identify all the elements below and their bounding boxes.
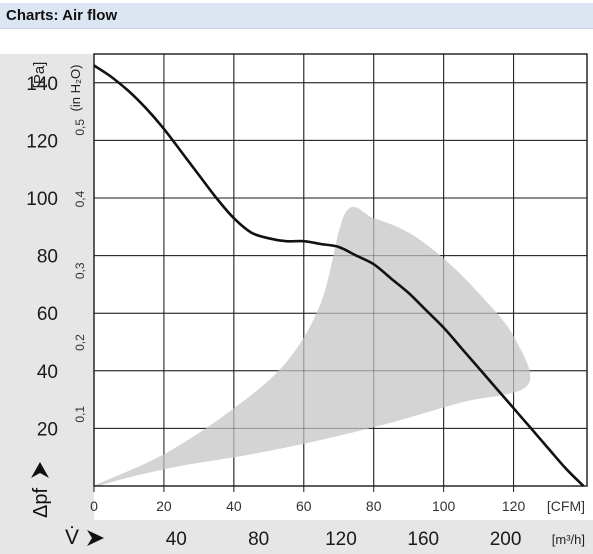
x-secondary-unit: [m³/h]: [552, 532, 585, 547]
y-tick-label-pa: 120: [26, 131, 58, 152]
x-tick-label-m3h: 120: [325, 529, 357, 550]
plot-border: [93, 53, 588, 487]
y-tick-label-pa: 80: [37, 247, 58, 268]
y-secondary-unit: (in H₂O): [68, 65, 83, 112]
x-tick-label-cfm: 80: [366, 498, 382, 514]
y-tick-label-inh2o: 0,5: [73, 119, 87, 136]
x-tick-label-cfm: 40: [226, 498, 242, 514]
page-header: Charts: Air flow: [0, 3, 593, 29]
y-tick-label-pa: 60: [37, 304, 58, 325]
y-tick-label-pa: 40: [37, 362, 58, 383]
y-tick-label-inh2o: 0,4: [73, 190, 87, 207]
y-tick-label-inh2o: 0,2: [73, 334, 87, 351]
y-tick-label-inh2o: 0,1: [73, 406, 87, 423]
x-tick-label-cfm: 20: [156, 498, 172, 514]
y-primary-unit: [Pa]: [31, 62, 48, 89]
y-axis-label: Δpf: [30, 462, 52, 518]
x-axis-symbol: V̇: [65, 526, 79, 549]
x-tick-label-cfm: 60: [296, 498, 312, 514]
y-tick-label-pa: 100: [26, 189, 58, 210]
y-axis-symbol: Δpf: [30, 488, 52, 518]
page-title: Charts: Air flow: [6, 7, 118, 24]
y-tick-label-inh2o: 0,3: [73, 262, 87, 279]
grid-overlay: [93, 53, 588, 487]
x-tick-label-m3h: 80: [248, 529, 269, 550]
ticks: 20 40 60 80 100 120 140 0 20 40 60 80 100 120 0,1 0,2 0,…: [26, 74, 525, 550]
x-primary-unit: [CFM]: [547, 498, 585, 514]
air-flow-curve: [93, 64, 585, 487]
left-axis-band: [0, 54, 94, 554]
x-tick-label-m3h: 40: [166, 529, 187, 550]
x-arrow-icon: [87, 530, 104, 546]
x-tick-label-cfm: 120: [502, 498, 526, 514]
y-tick-label-pa: 140: [26, 74, 58, 95]
x-tick-label-m3h: 160: [407, 529, 439, 550]
x-tick-label-cfm: 100: [432, 498, 456, 514]
x-tick-label-cfm: 0: [90, 498, 98, 514]
operating-region: [93, 206, 531, 487]
x-axis-label: V̇: [65, 526, 104, 549]
y-arrow-icon: [31, 462, 49, 478]
y-tick-label-pa: 20: [37, 419, 58, 440]
x-tick-label-m3h: 200: [490, 529, 522, 550]
